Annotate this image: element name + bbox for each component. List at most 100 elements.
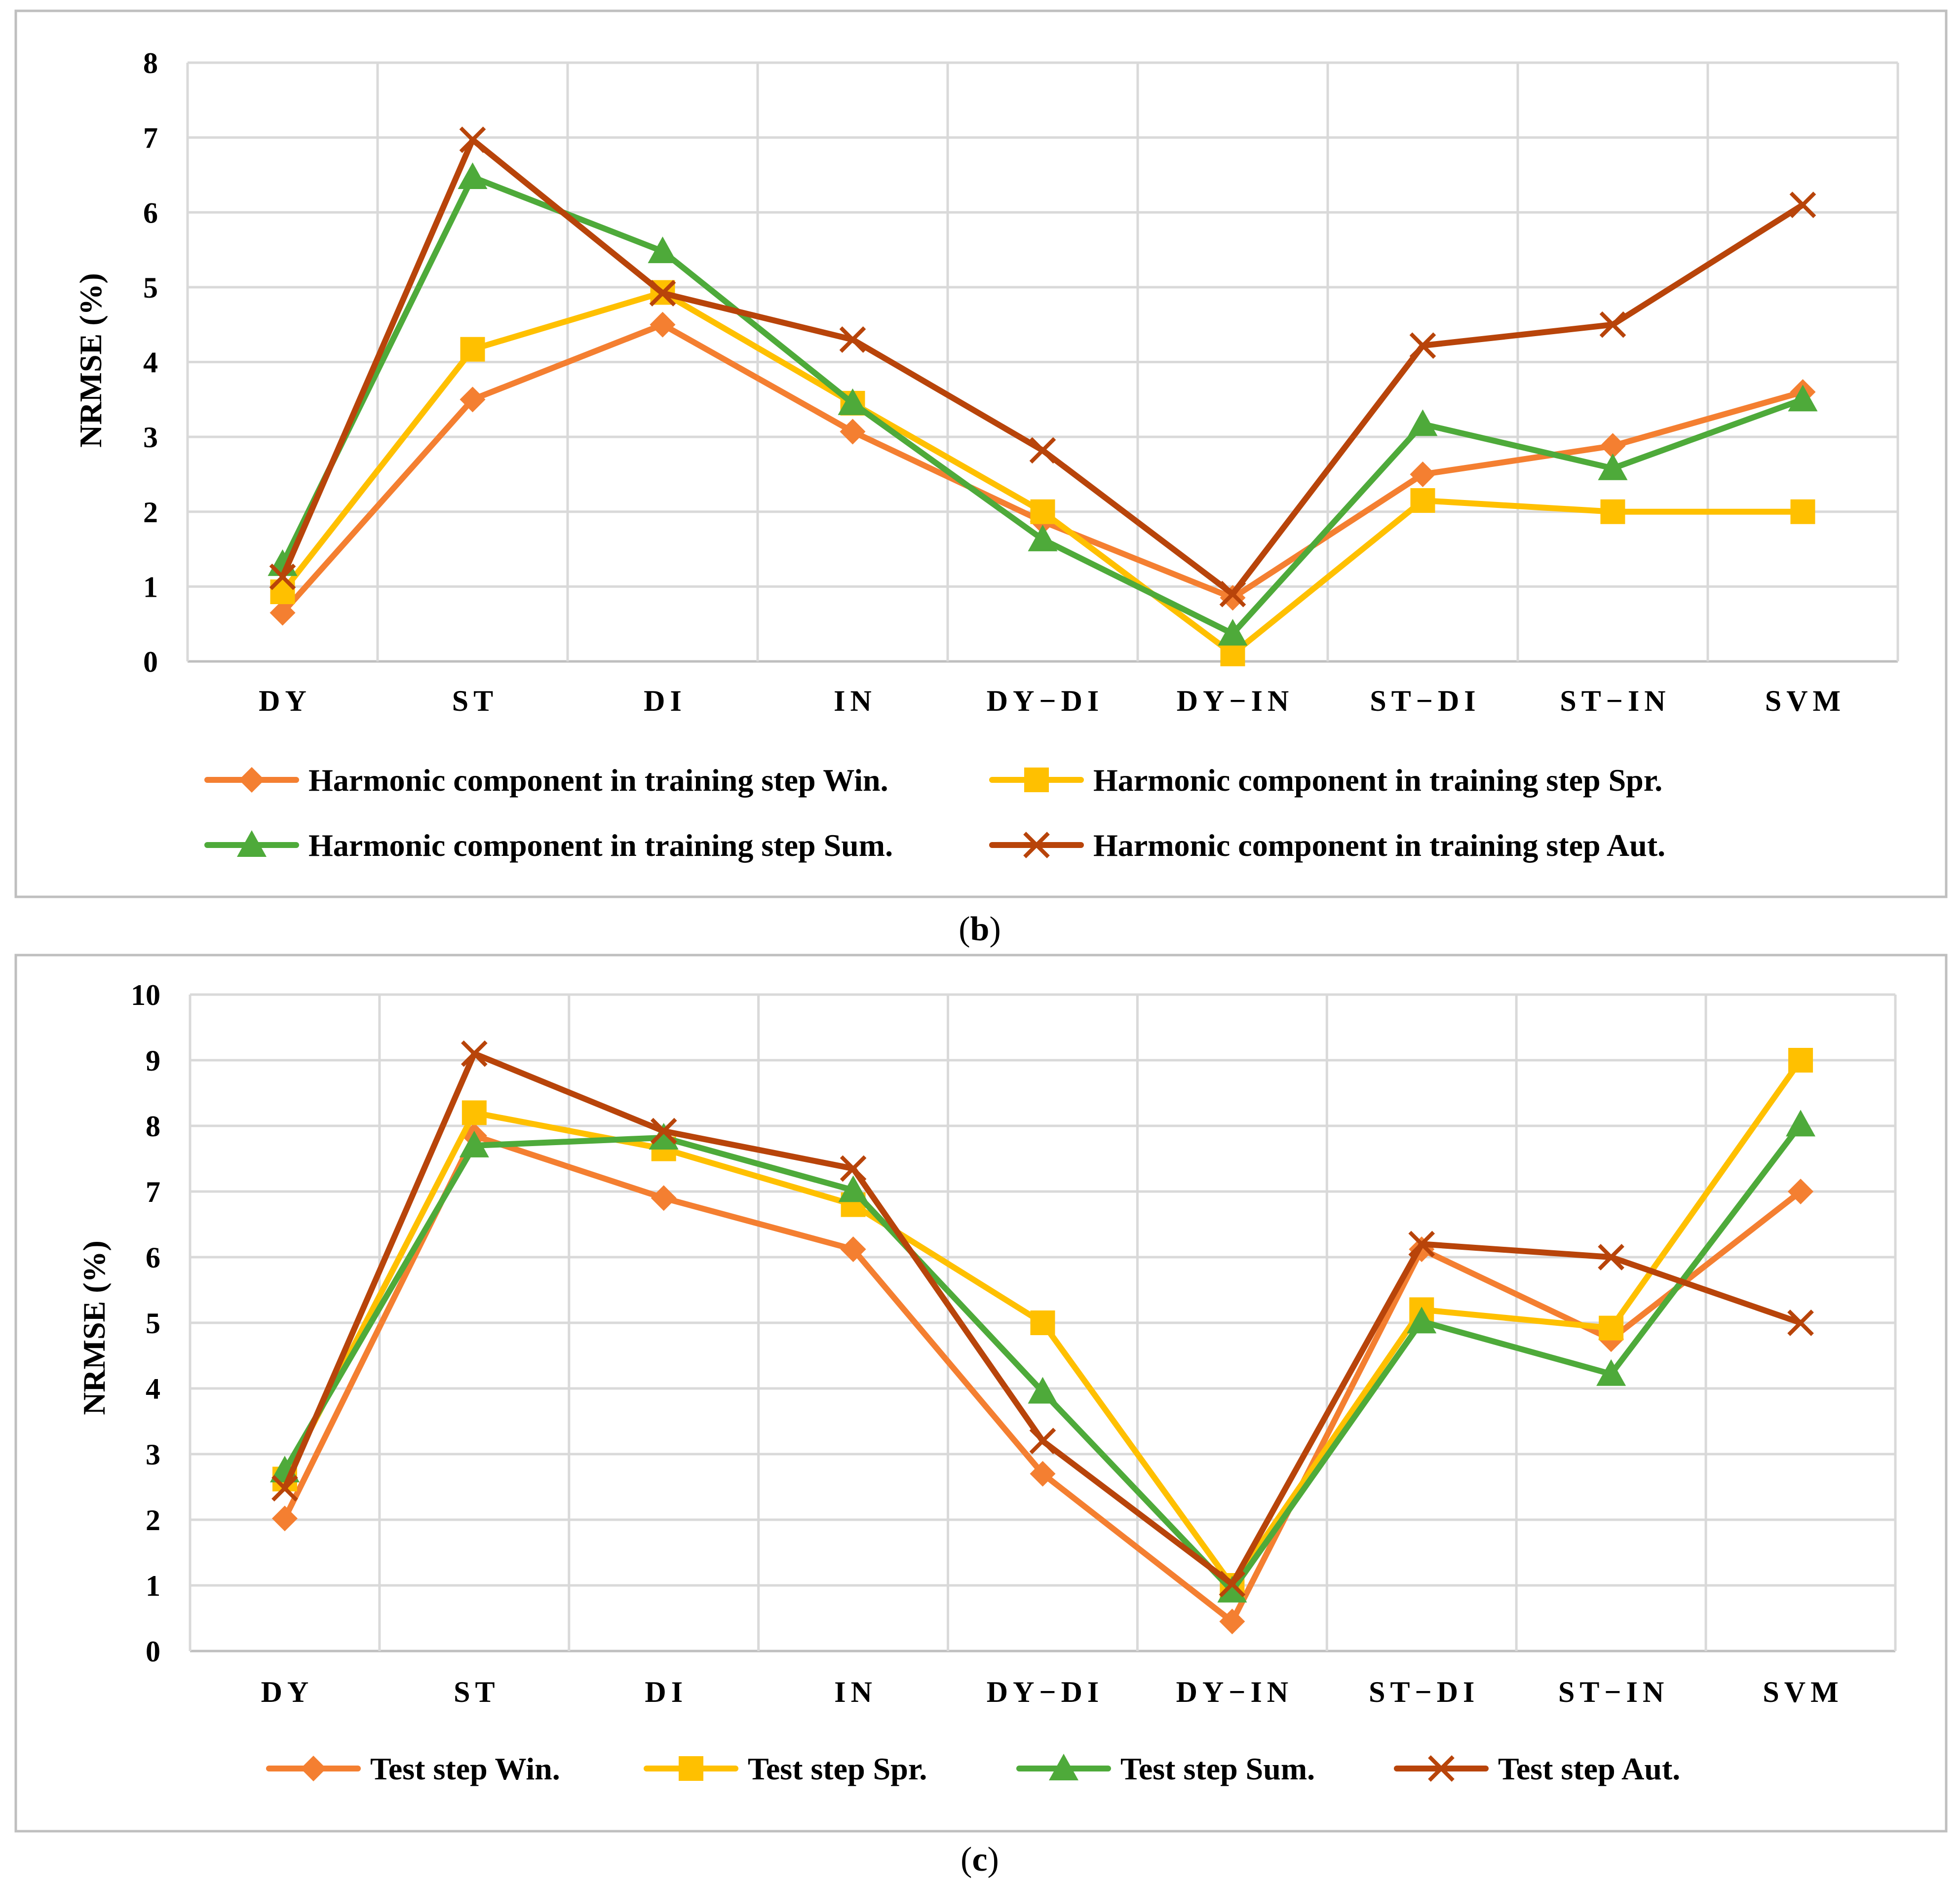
data-point-spr [460, 337, 485, 362]
x-tick-label: ST [454, 1676, 500, 1708]
y-tick-label: 0 [143, 646, 158, 678]
data-point-spr [1030, 499, 1055, 524]
legend-marker-sum [1049, 1754, 1078, 1780]
y-tick-label: 4 [143, 346, 158, 379]
data-point-sum [1598, 453, 1628, 480]
data-point-aut [1787, 1309, 1814, 1336]
x-tick-label: DY−IN [1176, 1676, 1294, 1708]
data-point-aut [840, 1155, 867, 1182]
legend-entry-sum: Harmonic component in training step Sum. [204, 828, 893, 863]
legend-marker-spr [1024, 768, 1049, 792]
x-tick-label: IN [834, 685, 877, 717]
data-point-aut [839, 326, 866, 353]
legend-label: Harmonic component in training step Spr. [1093, 763, 1662, 798]
legend-entry-spr: Harmonic component in training step Spr. [989, 763, 1662, 798]
legend-label: Test step Aut. [1498, 1751, 1680, 1786]
legend: Harmonic component in training step Win.… [204, 763, 1665, 863]
data-point-sum [1218, 618, 1248, 646]
data-point-aut [269, 563, 296, 590]
data-point-spr [1030, 1310, 1055, 1335]
y-axis-ticks: 0 1 2 3 4 5 6 7 8 9 10 [131, 979, 160, 1668]
x-tick-label: ST [452, 685, 498, 717]
data-point-sum [838, 1175, 868, 1202]
data-point-spr [1599, 1315, 1624, 1341]
chart-panel-b: 0 1 2 3 4 5 6 7 8 DY ST DI IN DY−DI DY−IN ST−DI ST−IN SV… [14, 9, 1948, 898]
y-tick-label: 6 [146, 1241, 160, 1274]
data-point-spr [1790, 499, 1815, 524]
y-tick-label: 3 [143, 421, 158, 454]
legend-entry-aut: Test step Aut. [1394, 1751, 1680, 1786]
data-point-sum [1028, 524, 1058, 551]
data-point-aut [459, 126, 486, 154]
data-point-win [651, 1185, 677, 1211]
legend-label: Test step Win. [370, 1751, 560, 1786]
data-point-aut [271, 1475, 298, 1501]
y-tick-label: 7 [143, 122, 158, 154]
data-point-win [1219, 1609, 1245, 1635]
x-tick-label: IN [834, 1676, 877, 1708]
series-group [269, 1040, 1816, 1635]
legend-entry-sum: Test step Sum. [1016, 1751, 1315, 1786]
data-point-aut [1598, 1244, 1624, 1270]
data-point-aut [1219, 580, 1246, 608]
y-tick-label: 8 [143, 47, 158, 79]
x-tick-label: ST−IN [1560, 685, 1670, 717]
y-tick-label: 2 [146, 1504, 160, 1537]
gridlines [186, 61, 1899, 663]
y-tick-label: 10 [131, 979, 160, 1011]
data-point-spr [461, 1100, 487, 1125]
data-point-aut [1029, 1427, 1056, 1455]
data-point-win [1410, 461, 1436, 487]
series-sum [269, 1110, 1816, 1603]
x-tick-label: ST−DI [1370, 685, 1480, 717]
legend-entry-aut: Harmonic component in training step Aut. [989, 828, 1665, 863]
x-tick-label: DY−IN [1177, 685, 1294, 717]
x-tick-label: DY−DI [987, 1676, 1104, 1708]
legend-marker-spr [679, 1756, 703, 1781]
legend-marker-win [301, 1756, 326, 1781]
x-tick-label: DY−DI [987, 685, 1104, 717]
data-point-sum [1788, 385, 1818, 412]
x-tick-label: ST−IN [1558, 1676, 1669, 1708]
x-tick-label: DI [645, 1676, 688, 1708]
data-point-aut [650, 1117, 677, 1145]
data-point-sum [1596, 1359, 1626, 1386]
data-point-spr [1788, 1048, 1813, 1073]
y-tick-label: 5 [146, 1307, 160, 1340]
x-axis-ticks: DY ST DI IN DY−DI DY−IN ST−DI ST−IN SVM [261, 1676, 1843, 1708]
legend-label: Harmonic component in training step Win. [308, 763, 888, 798]
series-win [271, 1122, 1814, 1635]
data-point-sum [458, 162, 488, 189]
data-point-aut [1219, 1571, 1246, 1598]
legend-label: Test step Sum. [1120, 1751, 1315, 1786]
x-tick-label: DI [644, 685, 687, 717]
chart-frame [14, 954, 1948, 1833]
data-point-win [1600, 433, 1626, 459]
data-point-win [1788, 1179, 1814, 1204]
data-point-sum [1217, 1576, 1247, 1603]
y-tick-label: 1 [143, 571, 158, 603]
data-point-win [840, 419, 866, 445]
x-axis-ticks: DY ST DI IN DY−DI DY−IN ST−DI ST−IN SVM [259, 685, 1841, 717]
y-tick-label: 2 [143, 496, 158, 529]
y-tick-label: 6 [143, 196, 158, 229]
data-point-aut [649, 280, 676, 307]
data-point-sum [1028, 1377, 1058, 1404]
panel-caption-b: (b) [959, 910, 1001, 948]
data-point-sum [1786, 1110, 1816, 1137]
y-axis-title: NRMSE (%) [73, 273, 108, 448]
y-axis-ticks: 0 1 2 3 4 5 6 7 8 [143, 47, 158, 678]
data-point-sum [838, 388, 868, 415]
data-point-spr [1220, 641, 1245, 666]
data-point-win [460, 386, 486, 413]
x-tick-label: SVM [1763, 1676, 1843, 1708]
data-point-sum [648, 236, 678, 264]
series-group [268, 126, 1818, 666]
legend-entry-win: Harmonic component in training step Win. [204, 763, 888, 798]
y-tick-label: 9 [146, 1044, 160, 1077]
data-point-win [650, 311, 676, 338]
legend-label: Harmonic component in training step Sum. [308, 828, 893, 863]
legend-label: Harmonic component in training step Aut. [1093, 828, 1665, 863]
y-tick-label: 1 [146, 1570, 160, 1602]
